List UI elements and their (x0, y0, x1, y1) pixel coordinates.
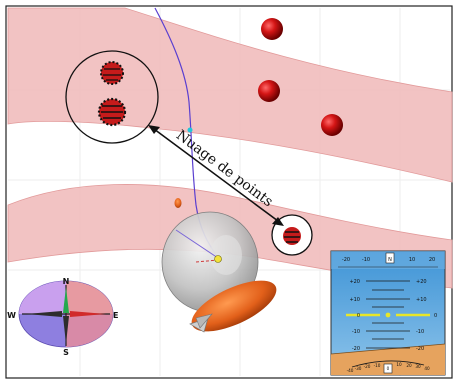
roll-label: -40 (347, 368, 354, 373)
compass-rose (18, 280, 114, 348)
annotation-arrow (153, 128, 279, 222)
heading-tick-label: 20 (429, 257, 435, 263)
pitch-label-left: -20 (352, 346, 360, 352)
pitch-label-left: +20 (349, 279, 360, 285)
point-cloud-cluster (97, 97, 127, 127)
pitch-label-left: -10 (352, 329, 360, 335)
point-cloud-circle-large (65, 50, 159, 144)
heading-tick-label: -10 (362, 257, 370, 263)
fin (195, 313, 213, 329)
red-ball (321, 114, 343, 136)
arrow-head-end (272, 217, 284, 226)
sphere-inner-shell (210, 235, 242, 275)
compass-label-south: S (63, 348, 69, 357)
heading-tick-label: N (388, 257, 392, 263)
attitude-indicator (330, 250, 446, 376)
heading-tick-label: 10 (409, 257, 415, 263)
center-marker (214, 255, 222, 263)
inner-trace (195, 259, 219, 263)
arrow-head-start (148, 125, 160, 134)
pitch-label-right: +10 (416, 297, 427, 303)
pitch-label-right: 0 (434, 313, 437, 319)
pitch-label-left: 0 (357, 313, 360, 319)
orange-ellipsoid (191, 280, 277, 332)
roll-label: 20 (406, 363, 412, 368)
pitch-label-right: -20 (416, 346, 424, 352)
roll-label: 0 (387, 366, 390, 371)
pitch-label-left: +10 (349, 297, 360, 303)
small-orange-blob (174, 198, 182, 208)
compass-label-east: E (113, 311, 118, 320)
roll-label: -20 (364, 364, 371, 369)
point-cloud-cluster (283, 227, 301, 245)
inner-trace (175, 229, 219, 259)
pitch-label-right: -10 (416, 329, 424, 335)
pitch-label-right: +20 (416, 279, 427, 285)
roll-label: -30 (355, 366, 362, 371)
trajectory-marker (187, 127, 193, 133)
red-ball (261, 18, 283, 40)
roll-label: 40 (424, 366, 430, 371)
point-cloud-cluster (100, 61, 124, 85)
red-ball (258, 80, 280, 102)
heading-tick-label: -20 (342, 257, 350, 263)
roll-label: 30 (415, 364, 421, 369)
compass-label-west: W (7, 311, 16, 320)
compass-label-north: N (63, 277, 70, 286)
roll-label: -10 (374, 363, 381, 368)
roll-label: 10 (396, 362, 402, 367)
